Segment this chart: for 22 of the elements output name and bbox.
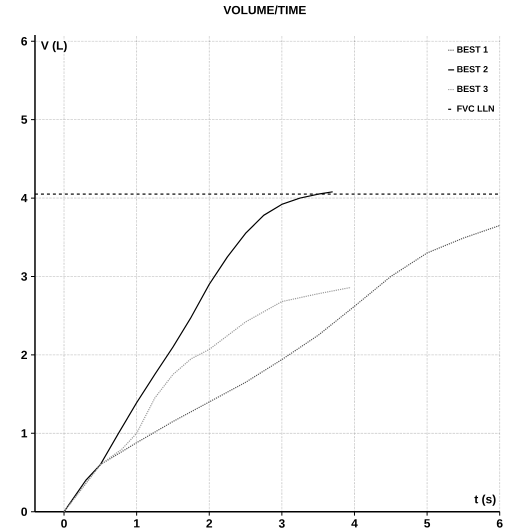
y-tick-label: 0 [21, 507, 28, 516]
line-series [64, 286, 352, 512]
x-tick-label: 5 [424, 519, 430, 528]
y-tick-label: 6 [21, 37, 28, 46]
y-tick-label: 4 [21, 194, 28, 202]
y-tick-label: 1 [22, 429, 28, 438]
x-tick-label: 1 [134, 519, 140, 528]
x-tick-label: 6 [496, 519, 503, 528]
x-tick-label: 4 [351, 519, 358, 528]
legend-label: BEST 3 [457, 86, 488, 92]
legend-label: BEST 1 [457, 46, 488, 53]
x-tick-label: 3 [278, 519, 285, 528]
y-tick-label: 3 [21, 272, 28, 281]
y-tick-label: 2 [21, 350, 28, 360]
legend-label: BEST 2 [457, 66, 488, 72]
y-tick-label: 5 [21, 116, 28, 124]
x-tick-label: 2 [206, 519, 212, 528]
x-axis-title: t (s) [474, 494, 496, 506]
chart-title: VOLUME/TIME [224, 6, 306, 14]
x-tick-label: 0 [61, 519, 67, 528]
y-axis-title: V (L) [41, 40, 67, 52]
legend-label: FVC LLN [457, 105, 494, 112]
